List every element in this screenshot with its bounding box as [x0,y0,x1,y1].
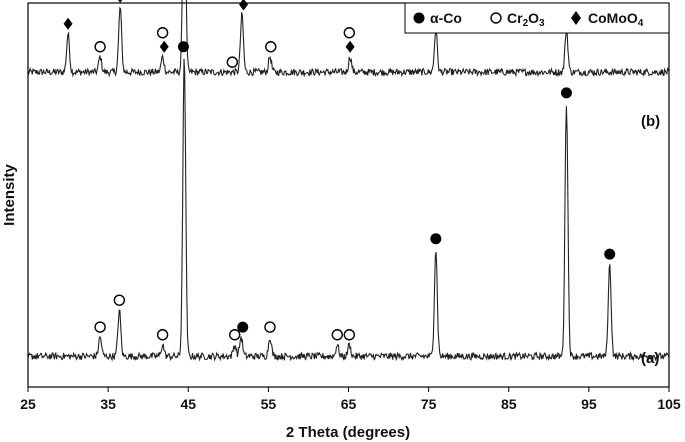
comoo4-marker [118,0,123,3]
cr2o3-marker [113,294,126,306]
x-axis-title: 2 Theta (degrees) [286,424,410,441]
filled-diamond-legend-marker [571,11,581,25]
cr2o3-marker [156,329,169,341]
y-axis-title: Intensity [1,164,18,226]
x-tick-label: 35 [100,396,116,412]
cr2o3-marker [94,321,106,333]
cr2o3-marker [229,329,241,341]
trace-line-b [27,0,670,78]
x-tick-label: 75 [421,396,437,412]
trace-line-a [27,58,670,362]
x-tick-label: 25 [20,396,36,412]
legend-label-cr2o3: Cr2O3 [507,10,545,29]
cr2o3-marker [265,41,277,53]
x-tick-label: 105 [657,396,681,412]
cr2o3-marker [156,27,169,39]
legend-label-alpha-co: α-Co [430,10,462,26]
alpha-co-marker [604,248,616,260]
x-tick-label: 65 [341,396,357,412]
cr2o3-marker [343,329,356,341]
comoo4-marker [63,17,73,30]
x-axis: 25 35 45 55 65 75 85 95 105 [20,387,681,412]
alpha-co-marker [430,233,442,245]
legend: α-Co Cr2O3 CoMoO4 [404,2,670,34]
legend-box [404,2,670,34]
cr2o3-marker [94,41,106,53]
legend-label-comoo4: CoMoO4 [588,10,644,29]
filled-circle-legend-marker [413,12,425,24]
alpha-co-marker [560,87,572,99]
cr2o3-marker [264,321,276,333]
x-tick-label: 85 [501,396,517,412]
trace-label-a: (a) [641,350,659,367]
x-tick-label: 45 [180,396,196,412]
cr2o3-marker [226,56,239,68]
alpha-co-marker [177,41,189,53]
x-tick-label: 95 [581,396,597,412]
traces [27,0,670,362]
comoo4-marker [159,40,169,53]
trace-label-b: (b) [641,113,660,130]
cr2o3-marker [343,27,356,39]
comoo4-marker [345,40,355,53]
alpha-co-marker [237,321,249,333]
x-tick-label: 55 [261,396,277,412]
open-circle-legend-marker [490,12,502,24]
cr2o3-marker [331,329,343,341]
